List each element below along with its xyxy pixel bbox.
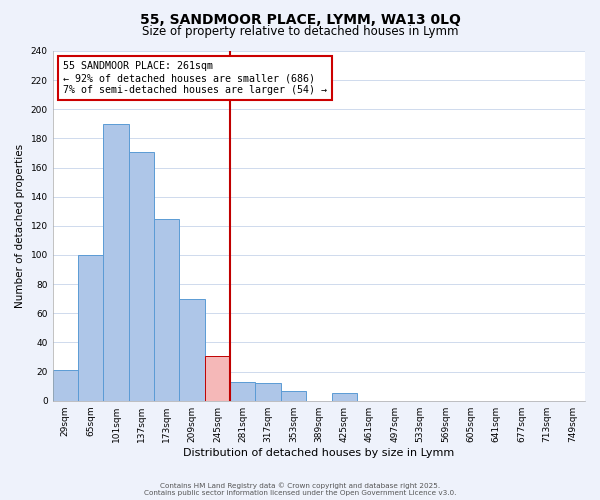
Text: Contains HM Land Registry data © Crown copyright and database right 2025.: Contains HM Land Registry data © Crown c… — [160, 482, 440, 489]
Bar — [179, 298, 205, 400]
Y-axis label: Number of detached properties: Number of detached properties — [15, 144, 25, 308]
X-axis label: Distribution of detached houses by size in Lymm: Distribution of detached houses by size … — [183, 448, 454, 458]
Bar — [256, 383, 281, 400]
Text: Size of property relative to detached houses in Lymm: Size of property relative to detached ho… — [142, 25, 458, 38]
Bar — [230, 382, 256, 400]
Bar — [281, 390, 306, 400]
Bar — [103, 124, 129, 400]
Text: Contains public sector information licensed under the Open Government Licence v3: Contains public sector information licen… — [144, 490, 456, 496]
Bar — [205, 356, 230, 401]
Bar — [53, 370, 78, 400]
Text: 55, SANDMOOR PLACE, LYMM, WA13 0LQ: 55, SANDMOOR PLACE, LYMM, WA13 0LQ — [140, 12, 460, 26]
Bar — [154, 218, 179, 400]
Bar — [129, 152, 154, 400]
Text: 55 SANDMOOR PLACE: 261sqm
← 92% of detached houses are smaller (686)
7% of semi-: 55 SANDMOOR PLACE: 261sqm ← 92% of detac… — [64, 62, 328, 94]
Bar — [332, 394, 357, 400]
Bar — [78, 255, 103, 400]
